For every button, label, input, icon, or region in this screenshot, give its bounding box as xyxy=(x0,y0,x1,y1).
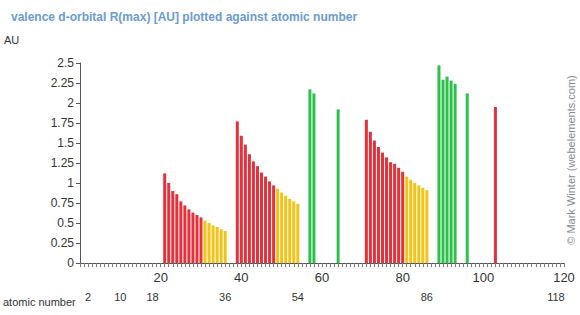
svg-text:1.75: 1.75 xyxy=(51,116,75,130)
svg-text:120: 120 xyxy=(553,270,575,285)
svg-text:AU: AU xyxy=(4,34,19,46)
svg-text:2.25: 2.25 xyxy=(51,76,75,90)
svg-text:0.25: 0.25 xyxy=(51,236,75,250)
svg-text:36: 36 xyxy=(219,291,231,303)
svg-text:© Mark Winter (webelements.com: © Mark Winter (webelements.com) xyxy=(565,75,577,244)
svg-text:1.25: 1.25 xyxy=(51,156,75,170)
svg-text:18: 18 xyxy=(146,291,158,303)
svg-text:2: 2 xyxy=(85,291,91,303)
svg-text:valence d-orbital R(max) [AU]: valence d-orbital R(max) [AU] plotted ag… xyxy=(11,10,357,24)
svg-text:80: 80 xyxy=(395,270,409,285)
svg-text:20: 20 xyxy=(153,270,167,285)
svg-text:atomic number: atomic number xyxy=(3,296,76,308)
svg-text:1.5: 1.5 xyxy=(57,136,74,150)
svg-text:100: 100 xyxy=(472,270,494,285)
svg-text:1: 1 xyxy=(67,176,74,190)
svg-text:0: 0 xyxy=(67,256,74,270)
svg-text:2: 2 xyxy=(67,96,74,110)
svg-text:0.75: 0.75 xyxy=(51,196,75,210)
svg-text:10: 10 xyxy=(114,291,126,303)
svg-text:0.5: 0.5 xyxy=(57,216,74,230)
svg-text:54: 54 xyxy=(292,291,304,303)
svg-text:60: 60 xyxy=(315,270,329,285)
svg-text:40: 40 xyxy=(234,270,248,285)
svg-text:86: 86 xyxy=(421,291,433,303)
svg-text:2.5: 2.5 xyxy=(57,56,74,70)
svg-text:118: 118 xyxy=(547,291,565,303)
